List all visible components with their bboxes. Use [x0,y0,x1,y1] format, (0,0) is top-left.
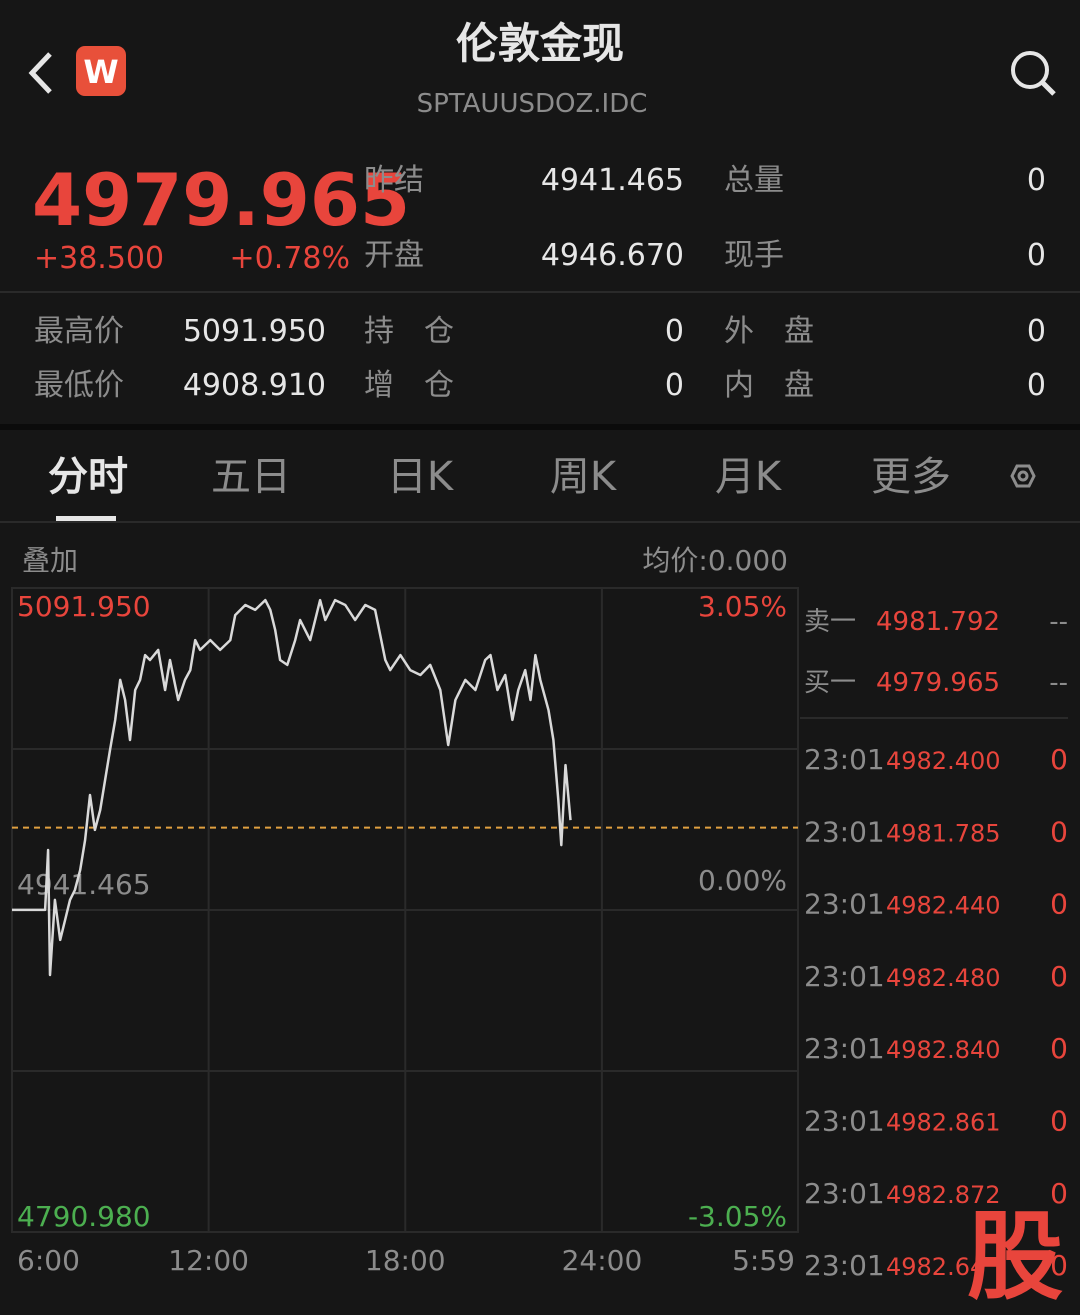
trade-price: 4982.861 [886,1109,1001,1137]
x-tick-label: 5:59 [732,1244,795,1277]
logo: W [83,53,118,91]
trade-volume: 0 [1050,1032,1068,1065]
book-price: 4981.792 [876,607,1000,637]
y2-tick-label: -3.05% [688,1200,787,1233]
tab-underline [56,516,116,521]
quote-field: 现手 [724,238,784,273]
quote-field: 4946.670 [541,238,684,273]
book-volume: -- [1049,607,1068,637]
y-tick-label: 5091.950 [17,590,151,623]
stat-field: 持 仓 [364,314,454,349]
trade-volume: 0 [1050,1249,1068,1282]
tabs: 分时 五日 日K 周K 月K 更多 [48,454,951,500]
trade-time: 23:01 [804,1105,885,1138]
book-price: 4979.965 [876,668,1000,698]
trade-price: 4982.840 [886,1036,1001,1064]
order-book: 卖一 4981.792 --买一 4979.965 --23:01 4982.400 023… [800,607,1068,1282]
back-icon[interactable] [28,52,52,94]
stat-field: 最低价 [34,368,124,403]
price-line-series [12,598,572,977]
trade-time: 23:01 [804,1177,885,1210]
stat-field: 内 盘 [724,368,814,403]
separator [0,424,1080,430]
quote-field: 昨结 [364,163,424,198]
tab[interactable]: 月K [715,454,783,500]
y2-tick-label: 0.00% [698,864,787,897]
trade-price: 4982.480 [886,964,1001,992]
stat-field: 0 [1027,314,1046,349]
stat-field: 增 仓 [364,368,454,403]
x-tick-label: 6:00 [17,1244,80,1277]
trade-price: 4982.400 [886,747,1001,775]
trade-volume: 0 [1050,960,1068,993]
watermark: 股 [967,1201,1063,1313]
trade-time: 23:01 [804,1032,885,1065]
stat-field: 外 盘 [724,314,814,349]
trade-price: 4981.785 [886,819,1001,847]
tab[interactable]: 分时 [48,454,128,500]
stat-field: 0 [665,368,684,403]
x-tick-label: 18:00 [365,1244,446,1277]
tab[interactable]: 更多 [871,454,951,500]
change-pct: +0.78% [230,241,350,276]
trade-time: 23:01 [804,743,885,776]
avg-price: 均价:0.000 [642,544,788,577]
stat-field: 4908.910 [183,368,326,403]
trade-volume: 0 [1050,743,1068,776]
last-price: 4979.965 [32,158,410,242]
trade-volume: 0 [1050,888,1068,921]
trade-time: 23:01 [804,960,885,993]
trade-time: 23:01 [804,815,885,848]
trade-time: 23:01 [804,1249,885,1282]
trade-volume: 0 [1050,1105,1068,1138]
stat-field: 最高价 [34,314,124,349]
trade-price: 4982.64 [886,1253,985,1281]
trade-price: 4982.872 [886,1181,1001,1209]
stat-field: 5091.950 [183,314,326,349]
quote-field: 开盘 [364,238,424,273]
change: +38.500 [34,241,164,276]
trade-price: 4982.440 [886,892,1001,920]
stat-field: 0 [1027,368,1046,403]
book-label: 卖一 [804,607,856,637]
search-icon-handle [1040,80,1056,96]
tab[interactable]: 周K [550,454,618,500]
logo-bg [76,46,126,96]
settings-icon[interactable] [1010,464,1036,488]
tab[interactable]: 五日 [211,454,291,500]
y2-tick-label: 3.05% [698,590,787,623]
y-tick-label: 4941.465 [17,868,151,901]
stat-field: 0 [665,314,684,349]
settings-icon-dot [1017,470,1029,482]
y-tick-label: 4790.980 [17,1200,151,1233]
quote-field: 0 [1027,163,1046,198]
chart: 5091.950 4941.465 4790.980 3.05% 0.00% -3.05%… [11,587,799,1277]
search-icon[interactable] [1011,51,1049,89]
quote-fields: 昨结 4941.465 总量 0 开盘 4946.670 现手 0 [364,163,1046,273]
overlay-button[interactable]: 叠加 [22,544,78,577]
trade-time: 23:01 [804,888,885,921]
book-volume: -- [1049,668,1068,698]
quote-field: 0 [1027,238,1046,273]
stats: 最高价 5091.950 持 仓 0 外 盘 0 最低价 4908.910 增 仓 0 内 盘 0 [34,314,1046,403]
subtitle: SPTAUUSDOZ.IDC [417,89,648,119]
x-tick-label: 24:00 [562,1244,643,1277]
tab[interactable]: 日K [387,454,455,500]
quote-field: 总量 [724,163,784,198]
x-tick-label: 12:00 [168,1244,249,1277]
book-label: 买一 [804,668,856,698]
title: 伦敦金现 [456,19,624,68]
trade-volume: 0 [1050,1177,1068,1210]
trade-volume: 0 [1050,815,1068,848]
quote-field: 4941.465 [541,163,684,198]
